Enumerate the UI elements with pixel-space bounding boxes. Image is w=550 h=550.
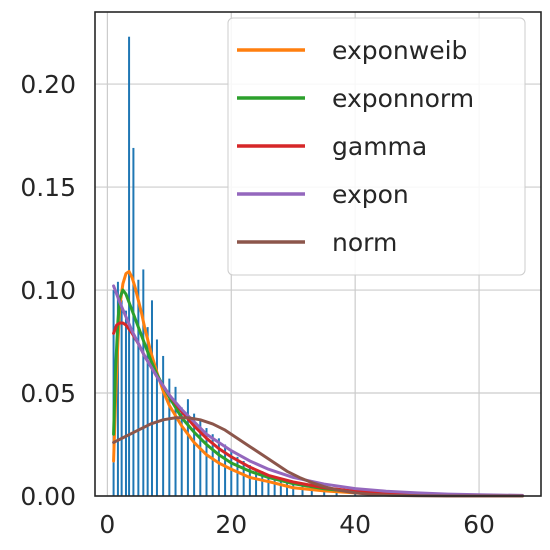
x-axis-ticks: 0 20 40 60 xyxy=(99,510,495,539)
histogram-bar xyxy=(335,491,338,496)
histogram-bar xyxy=(142,269,145,496)
histogram-bar xyxy=(155,339,158,496)
histogram-bar xyxy=(168,378,171,496)
y-axis-ticks: 0.00 0.05 0.10 0.15 0.20 xyxy=(20,70,76,511)
histogram-bar xyxy=(261,471,264,496)
histogram-bars xyxy=(112,36,400,496)
legend-label-exponweib: exponweib xyxy=(332,36,467,65)
histogram-bar xyxy=(217,438,220,496)
histogram-bar xyxy=(224,444,227,496)
histogram-bar xyxy=(310,487,313,496)
histogram-bar xyxy=(205,428,208,496)
y-tick-label: 0.05 xyxy=(20,379,76,408)
histogram-bar xyxy=(292,483,295,496)
legend-label-expon: expon xyxy=(332,180,409,209)
legend-label-norm: norm xyxy=(332,228,397,257)
histogram-bar xyxy=(248,465,251,496)
histogram-bar xyxy=(236,456,239,496)
histogram-bar xyxy=(211,434,214,496)
histogram-bar xyxy=(273,477,276,496)
histogram-bar xyxy=(116,281,119,496)
y-tick-label: 0.00 xyxy=(20,482,76,511)
histogram-bar xyxy=(279,479,282,496)
histogram-bar xyxy=(323,489,326,496)
plot-frame xyxy=(94,11,542,497)
histogram-bar xyxy=(174,386,177,496)
x-tick-label: 60 xyxy=(463,510,495,539)
histogram-bar xyxy=(267,475,270,496)
legend-box xyxy=(227,17,526,276)
histogram-bar xyxy=(150,300,153,496)
x-tick-label: 20 xyxy=(215,510,247,539)
histogram-bar xyxy=(255,469,258,496)
y-tick-label: 0.15 xyxy=(20,173,76,202)
histogram-bar xyxy=(180,407,183,496)
histogram-bar xyxy=(137,279,140,496)
histogram-bar xyxy=(193,413,196,496)
legend-label-gamma: gamma xyxy=(332,132,427,161)
y-tick-label: 0.10 xyxy=(20,276,76,305)
y-tick-label: 0.20 xyxy=(20,70,76,99)
histogram-bar xyxy=(301,485,304,496)
x-tick-label: 40 xyxy=(339,510,371,539)
histogram-bar xyxy=(124,310,127,496)
histogram-bar xyxy=(199,419,202,496)
histogram-bar xyxy=(286,481,289,496)
series-line-gamma xyxy=(112,321,524,498)
histogram-bar xyxy=(186,399,189,496)
x-tick-label: 0 xyxy=(99,510,115,539)
legend-label-exponnorm: exponnorm xyxy=(332,84,474,113)
histogram-bar xyxy=(162,355,165,496)
histogram-bar xyxy=(128,36,131,496)
histogram-bar xyxy=(242,460,245,496)
series-line-expon xyxy=(112,284,524,497)
histogram-bar xyxy=(120,300,123,496)
histogram-bar xyxy=(146,327,149,496)
histogram-bar xyxy=(132,147,135,496)
histogram-bar xyxy=(230,450,233,496)
